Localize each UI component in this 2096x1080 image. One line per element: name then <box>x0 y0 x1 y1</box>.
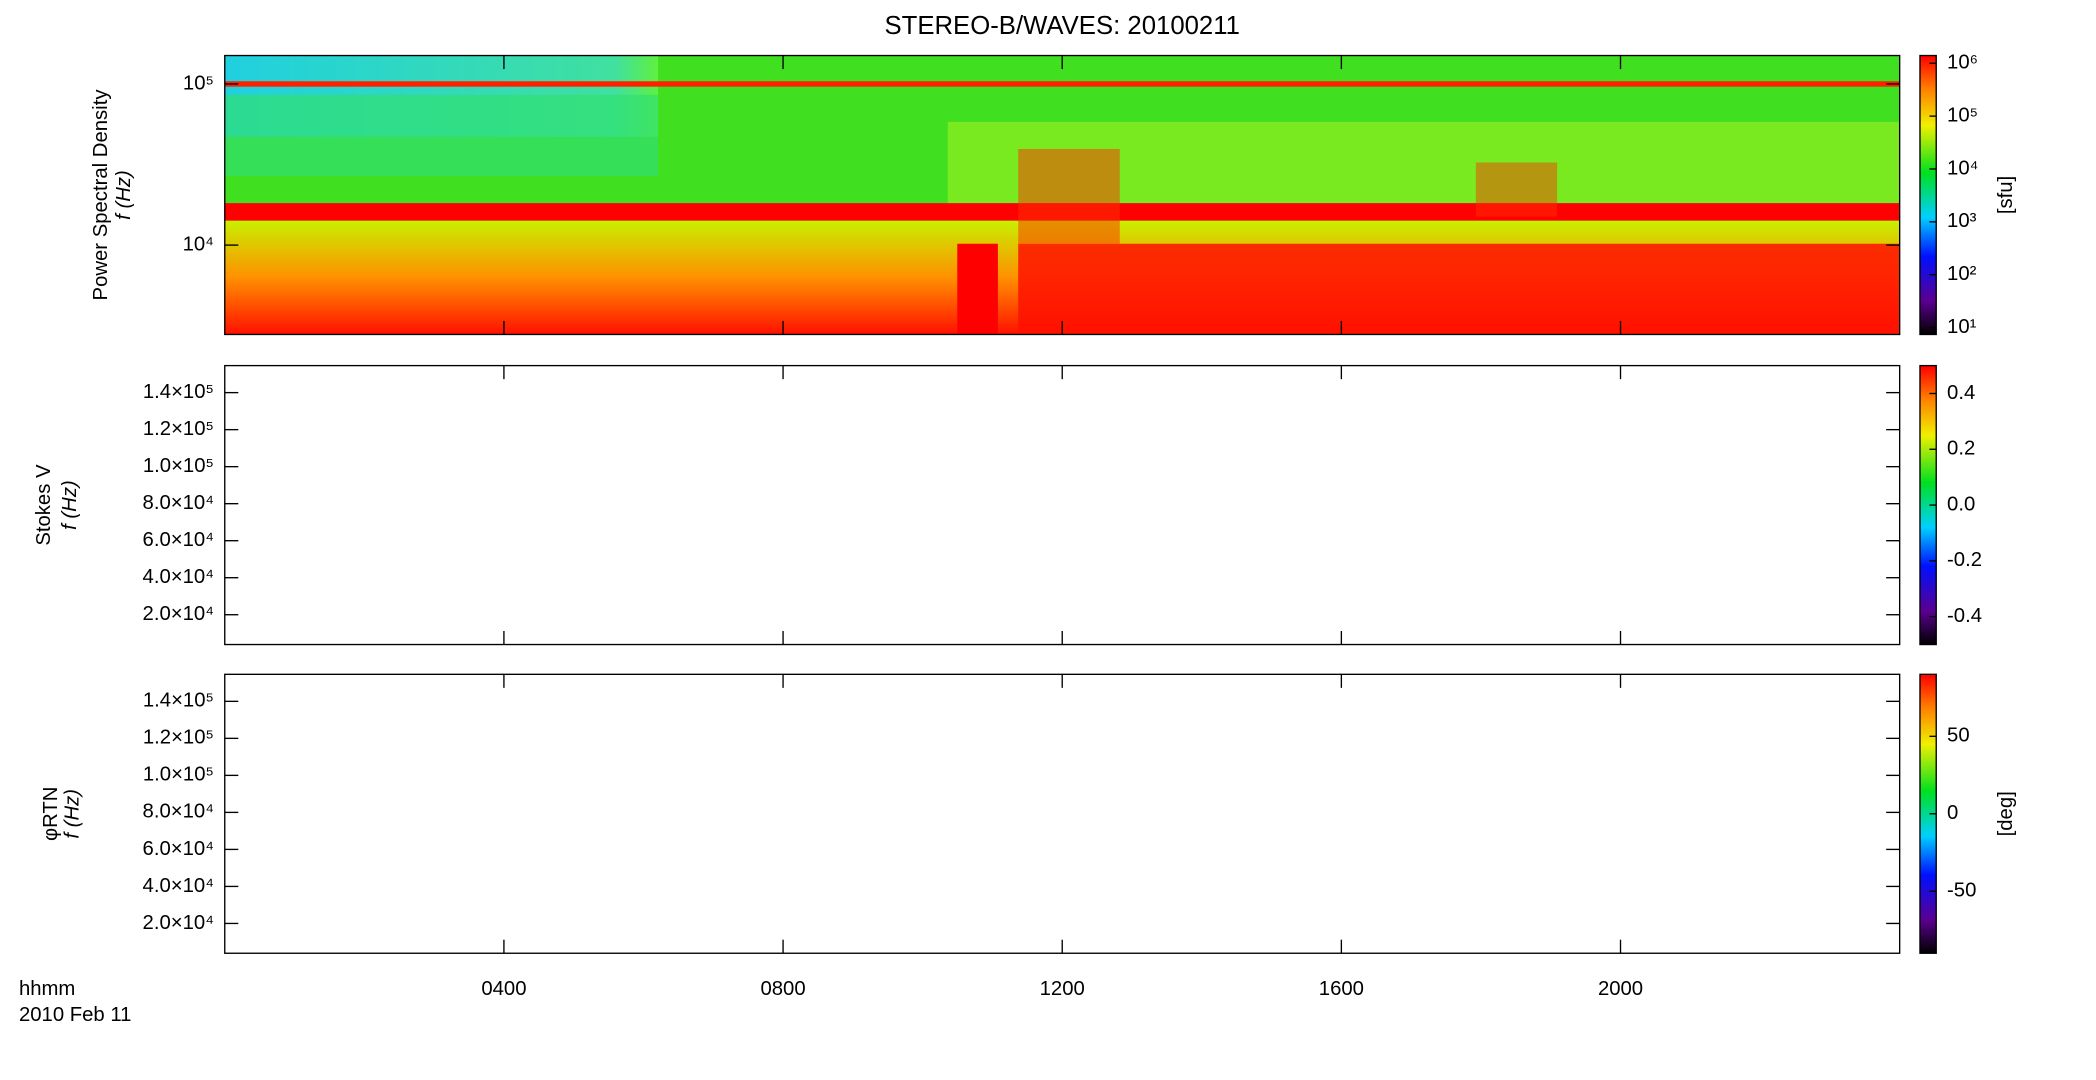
colorbar <box>1919 54 1937 336</box>
colorbar-tick-label: 50 <box>1947 725 1970 747</box>
y-tick-label: 1.2×10⁵ <box>143 418 214 440</box>
colorbar-tick-label: -0.4 <box>1947 605 1982 627</box>
y-axis-label: Stokes V <box>33 464 55 546</box>
colorbar-label: [deg] <box>1995 791 2017 836</box>
colorbar-tick-label: 10³ <box>1947 210 1977 232</box>
colorbar-tick-label: 0.2 <box>1947 438 1975 460</box>
y-tick-label: 1.4×10⁵ <box>143 690 214 712</box>
y-tick-label: 1.0×10⁵ <box>143 764 214 786</box>
y-axis-label: Power Spectral Density <box>90 89 112 301</box>
y-axis-label: f (Hz) <box>61 789 83 839</box>
colorbar-tick-label: 0.0 <box>1947 493 1975 515</box>
plot-frame <box>224 673 1901 954</box>
chart-title: STEREO-B/WAVES: 20100211 <box>884 12 1239 40</box>
colorbar-tick-label: 10⁶ <box>1947 52 1978 74</box>
y-tick-label: 8.0×10⁴ <box>143 801 214 823</box>
x-axis-label: hhmm <box>19 978 75 1000</box>
y-tick-label: 1.4×10⁵ <box>143 381 214 403</box>
y-tick-label: 10⁴ <box>183 233 214 255</box>
x-tick-label: 1200 <box>1040 978 1085 1000</box>
y-tick-label: 4.0×10⁴ <box>143 875 214 897</box>
colorbar-tick-label: -50 <box>1947 880 1976 902</box>
date-label: 2010 Feb 11 <box>19 1004 131 1026</box>
y-axis-label: f (Hz) <box>59 480 81 530</box>
y-tick-label: 10⁵ <box>183 72 214 94</box>
y-axis-label: φRTN <box>40 787 62 842</box>
spectrogram-image <box>224 55 1900 335</box>
y-tick-label: 4.0×10⁴ <box>143 566 214 588</box>
y-tick-label: 1.0×10⁵ <box>143 455 214 477</box>
x-tick-label: 1600 <box>1319 978 1364 1000</box>
x-tick-label: 0400 <box>481 978 526 1000</box>
y-tick-label: 8.0×10⁴ <box>143 492 214 514</box>
y-tick-label: 2.0×10⁴ <box>143 912 214 934</box>
x-tick-label: 0800 <box>760 978 805 1000</box>
colorbar-tick-label: 0.4 <box>1947 382 1975 404</box>
x-tick-label: 2000 <box>1598 978 1643 1000</box>
y-axis-label: f (Hz) <box>113 170 135 220</box>
colorbar-tick-label: 10⁵ <box>1947 104 1978 126</box>
colorbar-tick-label: 10⁴ <box>1947 157 1978 179</box>
colorbar-tick-label: 0 <box>1947 802 1958 824</box>
colorbar-label: [sfu] <box>1995 176 2017 214</box>
colorbar-tick-label: -0.2 <box>1947 549 1982 571</box>
plot-frame <box>224 364 1901 646</box>
colorbar-tick-label: 10¹ <box>1947 316 1977 338</box>
y-tick-label: 2.0×10⁴ <box>143 603 214 625</box>
colorbar-tick-label: 10² <box>1947 263 1977 285</box>
y-tick-label: 6.0×10⁴ <box>143 529 214 551</box>
y-tick-label: 1.2×10⁵ <box>143 727 214 749</box>
y-tick-label: 6.0×10⁴ <box>143 838 214 860</box>
